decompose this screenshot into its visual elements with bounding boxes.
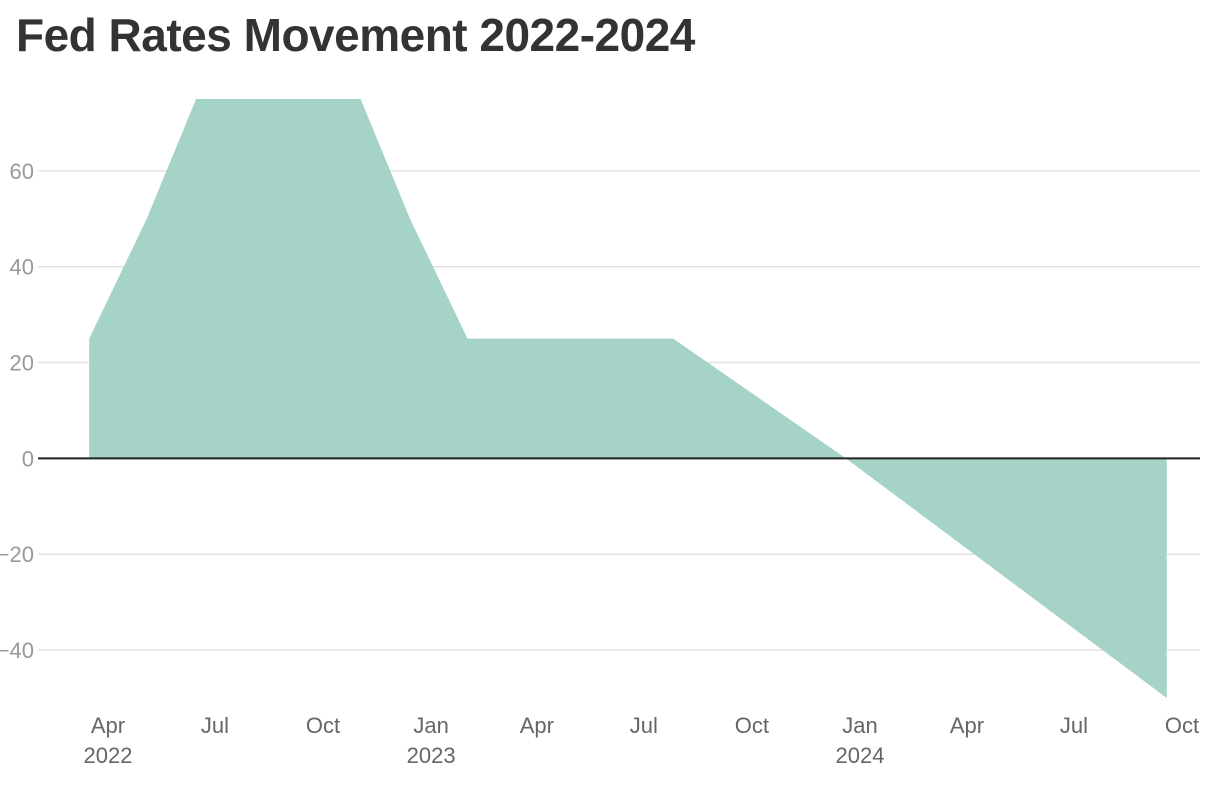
y-axis-ticks: 60 40 20 0 −20 −40: [0, 159, 34, 663]
y-tick-label: 60: [10, 159, 34, 184]
x-tick-label: Oct: [735, 713, 769, 738]
x-tick-label: Jul: [630, 713, 658, 738]
x-tick-year-label: 2024: [836, 743, 885, 768]
y-tick-label: 40: [10, 255, 34, 280]
x-tick-label: Apr: [520, 713, 554, 738]
x-tick-label: Jan: [413, 713, 448, 738]
y-tick-label: 20: [10, 351, 34, 376]
x-tick-label: Apr: [91, 713, 125, 738]
x-tick-label: Jan: [842, 713, 877, 738]
x-tick-label: Oct: [1165, 713, 1199, 738]
y-tick-label: −20: [0, 542, 34, 567]
x-tick-year-label: 2023: [407, 743, 456, 768]
x-tick-label: Jul: [201, 713, 229, 738]
chart-title: Fed Rates Movement 2022-2024: [16, 9, 695, 61]
plot-area: [89, 99, 1167, 698]
area-series: [89, 99, 1167, 698]
x-tick-label: Apr: [950, 713, 984, 738]
x-tick-label: Oct: [306, 713, 340, 738]
y-tick-label: −40: [0, 638, 34, 663]
y-tick-label: 0: [22, 446, 34, 471]
x-axis-ticks: Apr 2022 Jul Oct Jan 2023 Apr Jul Oct Jan 2024 Apr J…: [83, 713, 1199, 768]
x-tick-year-label: 2022: [83, 743, 132, 768]
x-tick-label: Jul: [1060, 713, 1088, 738]
